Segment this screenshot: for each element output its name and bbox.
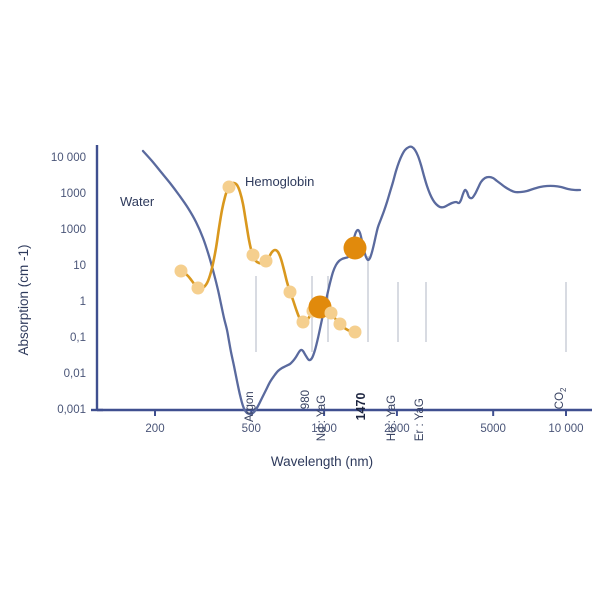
laser-label-argon: Argon bbox=[244, 391, 256, 422]
laser-label-ho-yag: Ho : YaG bbox=[386, 395, 398, 441]
series-label-hemoglobin: Hemoglobin bbox=[245, 174, 314, 189]
axes bbox=[91, 145, 592, 412]
laser-label-co2: CO2 bbox=[554, 387, 568, 409]
x-tick-label: 2000 bbox=[384, 423, 410, 435]
series-label-water: Water bbox=[120, 194, 155, 209]
series-markers bbox=[174, 180, 367, 339]
annotation-labels: Argon 980 Nd : YaG 1470 Ho : YaG Er : YaG CO2 bbox=[244, 387, 568, 441]
data-marker bbox=[246, 248, 260, 262]
x-tick-label: 200 bbox=[145, 423, 164, 435]
data-marker bbox=[191, 281, 205, 295]
data-marker bbox=[324, 306, 338, 320]
x-axis-ticks: 200 500 1000 2000 5000 10 000 bbox=[145, 410, 584, 435]
y-tick-label: 0,1 bbox=[70, 332, 86, 344]
x-tick-label: 5000 bbox=[480, 423, 506, 435]
y-axis-ticks: 10 000 1000 1000 10 1 0,1 0,01 0,001 bbox=[51, 152, 86, 416]
y-axis-title: Absorption (cm -1) bbox=[16, 244, 31, 355]
data-marker bbox=[348, 325, 362, 339]
x-tick-label: 500 bbox=[242, 423, 261, 435]
y-tick-label: 1000 bbox=[60, 224, 86, 236]
laser-label-text: Er : YaG bbox=[414, 398, 426, 441]
y-tick-label: 10 000 bbox=[51, 152, 86, 164]
annotation-gridlines bbox=[255, 256, 567, 352]
x-axis-title: Wavelength (nm) bbox=[271, 454, 373, 469]
laser-label-text: Argon bbox=[244, 391, 256, 422]
laser-label-text: 1470 bbox=[354, 393, 368, 421]
data-marker bbox=[174, 264, 188, 278]
x-tick-label: 10 000 bbox=[548, 423, 583, 435]
y-tick-label: 1000 bbox=[60, 188, 86, 200]
laser-label-er-yag: Er : YaG bbox=[414, 398, 426, 441]
x-tick-label: 1000 bbox=[311, 423, 337, 435]
laser-label-text: Ho : YaG bbox=[386, 395, 398, 441]
data-marker bbox=[283, 285, 297, 299]
data-marker-highlight bbox=[343, 236, 367, 260]
y-tick-label: 0,01 bbox=[64, 368, 86, 380]
data-marker bbox=[222, 180, 236, 194]
laser-label-text: Nd : YaG bbox=[316, 395, 328, 441]
laser-label-980: 980 bbox=[300, 390, 312, 409]
data-marker bbox=[259, 254, 273, 268]
y-tick-label: 0,001 bbox=[57, 404, 86, 416]
data-marker bbox=[333, 317, 347, 331]
laser-label-text: CO2 bbox=[554, 387, 568, 409]
y-tick-label: 1 bbox=[80, 296, 86, 308]
laser-label-text: 980 bbox=[300, 390, 312, 409]
y-tick-label: 10 bbox=[73, 260, 86, 272]
laser-label-nd-yag: Nd : YaG bbox=[316, 395, 328, 441]
data-marker bbox=[296, 315, 310, 329]
laser-label-1470: 1470 bbox=[354, 393, 368, 421]
